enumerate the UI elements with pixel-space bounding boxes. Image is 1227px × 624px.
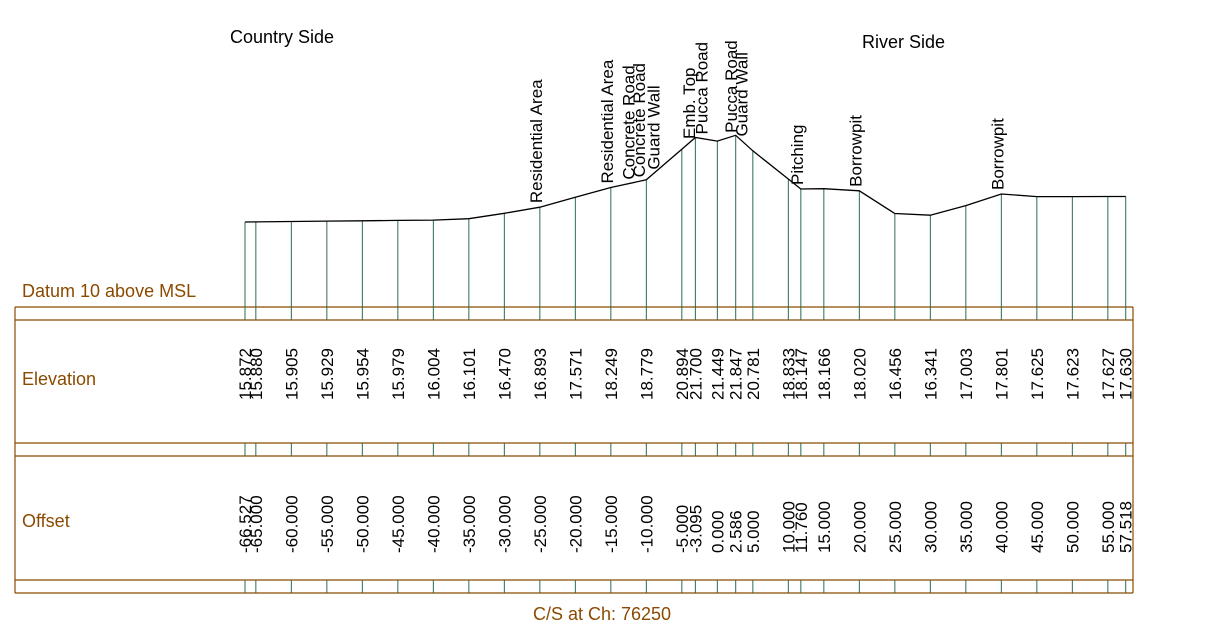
elevation-value: 16.101 [460, 348, 479, 400]
feature-annotation: Concrete Road [620, 65, 639, 179]
elevation-value: 17.623 [1063, 348, 1082, 400]
feature-annotation: Concrete Road [630, 63, 649, 177]
elevation-value: 17.630 [1117, 348, 1136, 400]
elevation-row-label: Elevation [22, 369, 96, 389]
offset-value: 5.000 [744, 510, 763, 553]
offset-value: -35.000 [460, 495, 479, 553]
elevation-value: 21.449 [708, 348, 727, 400]
table-bands [14, 306, 1134, 594]
offset-value: 2.586 [727, 510, 746, 553]
offset-value: -66.527 [236, 495, 255, 553]
station-ticks [244, 135, 1127, 593]
feature-annotation: Guard Wall [644, 85, 663, 169]
elevation-value: 16.341 [921, 348, 940, 400]
elevation-value: 17.625 [1028, 348, 1047, 400]
offset-value: -60.000 [282, 495, 301, 553]
elevation-value: 17.003 [957, 348, 976, 400]
elevation-value: 18.020 [850, 348, 869, 400]
feature-annotations: Residential Area Residential Area Pitching… [527, 40, 1008, 203]
elevation-value: 15.929 [318, 348, 337, 400]
feature-annotation: Pitching [788, 124, 807, 184]
offset-value: 11.760 [792, 502, 811, 553]
offset-value: 55.000 [1099, 501, 1118, 553]
elevation-value: 15.872 [236, 348, 255, 400]
offset-value: 20.000 [850, 501, 869, 553]
elevation-value: 16.004 [424, 348, 443, 400]
offset-value: 35.000 [957, 501, 976, 553]
elevation-value: 20.781 [744, 348, 763, 400]
offset-value: -10.000 [637, 495, 656, 553]
offset-value: -50.000 [353, 495, 372, 553]
ground-profile [244, 134, 1126, 223]
feature-annotation: Residential Area [598, 59, 617, 183]
offset-value: 25.000 [886, 501, 905, 553]
elevation-value: 18.166 [815, 348, 834, 400]
elevation-value: 17.571 [566, 348, 585, 400]
elevation-value: 16.893 [531, 348, 550, 400]
elevation-value: 16.456 [886, 348, 905, 400]
offset-value: 57.518 [1117, 501, 1136, 553]
offset-value: -45.000 [389, 495, 408, 553]
elevation-value: 15.905 [282, 348, 301, 400]
offset-value: 0.000 [708, 510, 727, 553]
elevation-value: 15.880 [247, 348, 266, 400]
datum-label: Datum 10 above MSL [22, 281, 196, 301]
offset-value: 30.000 [921, 501, 940, 553]
elevation-value: 18.147 [792, 348, 811, 400]
offset-value: 40.000 [992, 501, 1011, 553]
elevation-value: 17.801 [992, 348, 1011, 400]
offset-value: 15.000 [815, 501, 834, 553]
elevation-value: 16.470 [495, 348, 514, 400]
elevation-value: 20.894 [673, 348, 692, 400]
offset-value: -20.000 [566, 495, 585, 553]
elevation-value: 15.979 [389, 348, 408, 400]
elevation-value: 18.249 [602, 348, 621, 400]
elevation-value: 21.700 [686, 348, 705, 400]
offset-value: -15.000 [602, 495, 621, 553]
feature-annotation: Guard Wall [732, 52, 751, 136]
offset-row-label: Offset [22, 511, 70, 531]
country-side-label: Country Side [230, 27, 334, 47]
offset-value: -30.000 [495, 495, 514, 553]
offset-value: -3.095 [686, 505, 705, 553]
offset-value: 45.000 [1028, 501, 1047, 553]
feature-annotation: Borrowpit [846, 115, 865, 187]
offset-value: -25.000 [531, 495, 550, 553]
river-side-label: River Side [862, 32, 945, 52]
chainage-caption: C/S at Ch: 76250 [533, 604, 671, 624]
value-labels: 15.872 -66.527 15.880 -65.000 15.905 -60.000 1… [236, 348, 1136, 553]
offset-value: 10.000 [779, 501, 798, 553]
feature-annotation: Emb. Top [680, 68, 699, 140]
feature-annotation: Pucca Road [722, 40, 741, 133]
offset-value: -55.000 [318, 495, 337, 553]
feature-annotation: Borrowpit [988, 118, 1007, 190]
offset-value: -5.000 [673, 505, 692, 553]
offset-value: 50.000 [1063, 501, 1082, 553]
elevation-value: 17.627 [1099, 348, 1118, 400]
offset-value: -65.000 [247, 495, 266, 553]
elevation-value: 18.779 [637, 348, 656, 400]
offset-value: -40.000 [424, 495, 443, 553]
feature-annotation: Residential Area [527, 79, 546, 203]
elevation-value: 15.954 [353, 348, 372, 400]
elevation-value: 18.833 [779, 348, 798, 400]
feature-annotation: Pucca Road [693, 42, 712, 135]
ground-line [244, 134, 1126, 223]
elevation-value: 21.847 [727, 348, 746, 400]
